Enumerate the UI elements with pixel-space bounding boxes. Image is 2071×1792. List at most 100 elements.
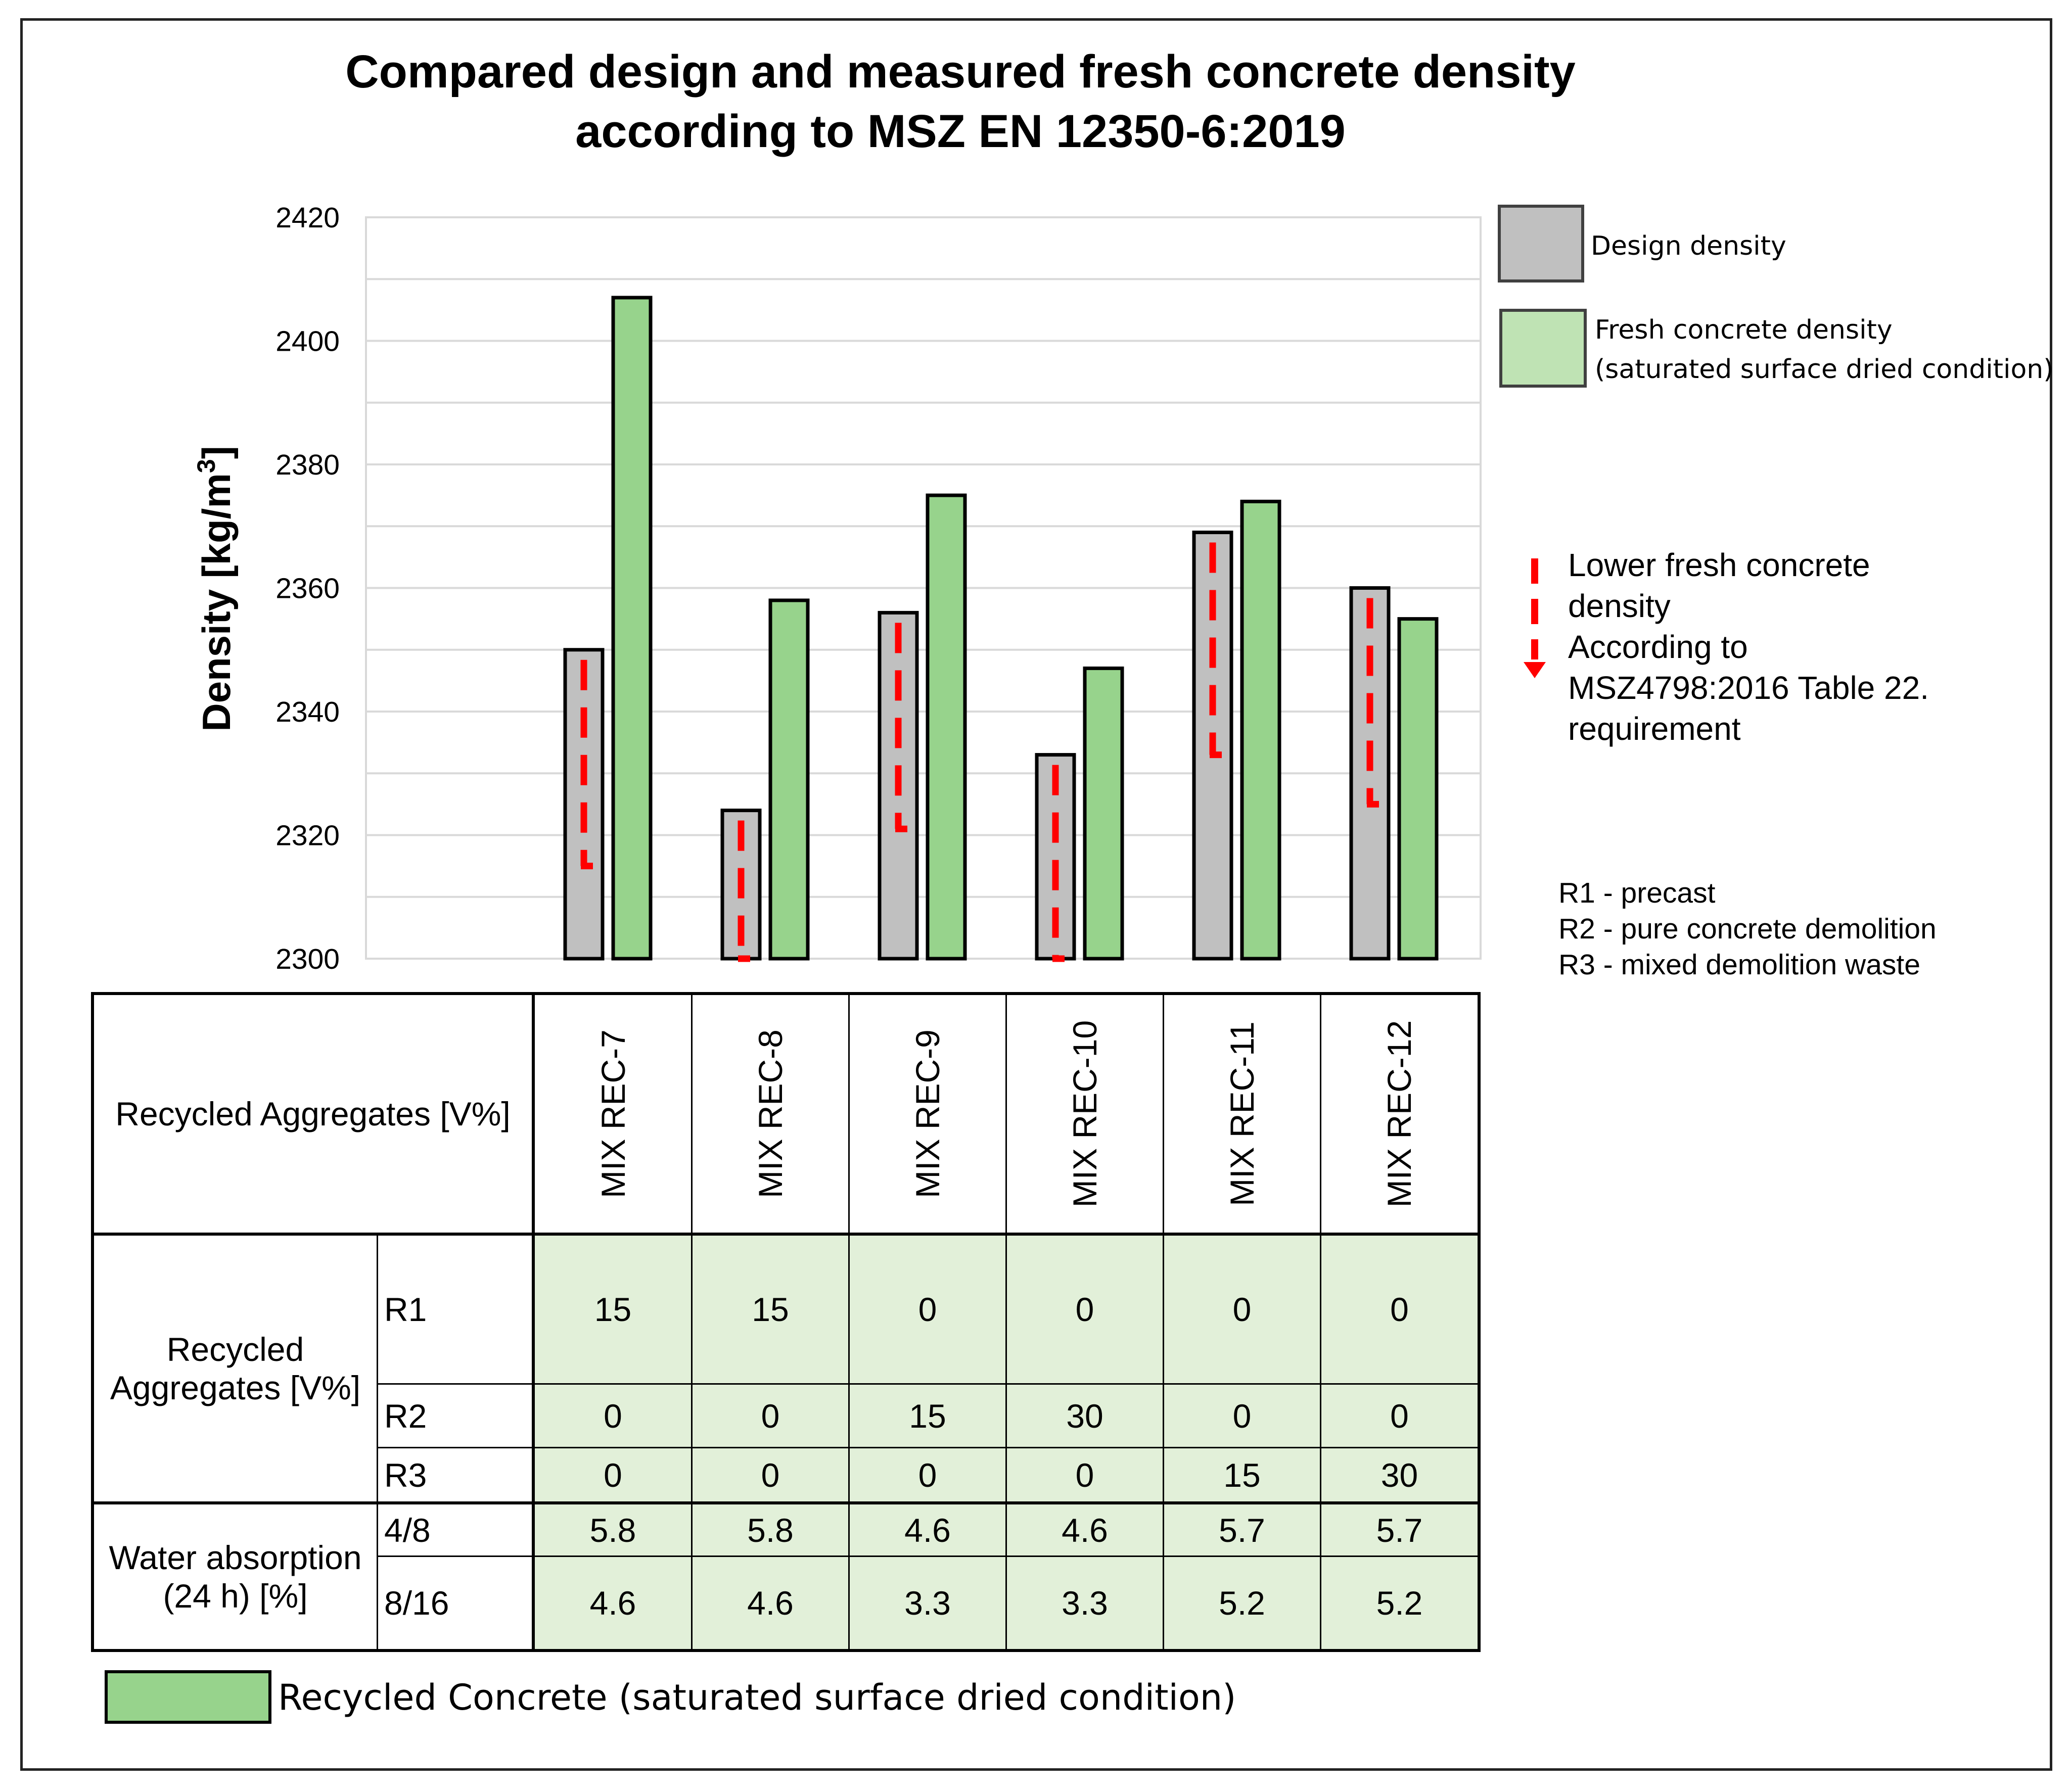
row-label-cell: R1 [378,1236,535,1385]
row-label: 8/16 [384,1584,449,1622]
table-cell: 0 [535,1448,693,1504]
table-cell: 4.6 [1007,1504,1164,1557]
group-label-line: Water absorption [109,1539,362,1576]
note-line: Lower fresh concrete [1568,547,1870,583]
table-cell: 0 [1007,1236,1164,1385]
row-label: 4/8 [384,1511,431,1549]
y-tick-label: 2420 [275,202,340,234]
table-cell: 4.6 [850,1504,1007,1557]
legend-label-fresh-line1: Fresh concrete density [1595,315,1893,345]
table-cell-value: 5.8 [589,1511,636,1549]
table-cell-value: 0 [761,1397,780,1435]
y-tick-label: 2320 [275,820,340,852]
table-cell: 4.6 [535,1557,693,1652]
table-cell-value: 0 [918,1291,937,1328]
table-cell: 0 [1007,1448,1164,1504]
bar-fresh-density [1397,617,1439,961]
table-cell-value: 15 [594,1291,632,1328]
table-cell-value: 5.7 [1376,1511,1423,1549]
table-cell-value: 0 [1232,1291,1252,1328]
group-label-line: Aggregates [V%] [110,1369,361,1406]
chart-title-line1: Compared design and measured fresh concr… [345,46,1576,98]
bar-chart: 2300 2320 2340 2360 2380 2400 2420 Density [kg/… [192,202,1482,975]
bar-design-density [1349,586,1391,961]
row-label: R1 [384,1291,427,1328]
table-cell: 3.3 [1007,1557,1164,1652]
table-column-header: MIX REC-7 [535,992,693,1236]
table-column-header: MIX REC-12 [1321,992,1481,1236]
note-line: density [1568,588,1671,624]
table-cell-value: 0 [761,1456,780,1494]
r-legend-line: R2 - pure concrete demolition [1558,913,1937,945]
table-cell: 0 [693,1448,850,1504]
bar-fresh-density [768,598,810,961]
r-legend-line: R3 - mixed demolition waste [1558,949,1920,981]
legend-label-design: Design density [1591,231,1786,261]
table-cell-value: 4.6 [904,1511,951,1549]
row-label: R2 [384,1397,427,1435]
table-cell: 0 [850,1236,1007,1385]
table-cell-value: 3.3 [904,1584,951,1622]
y-tick-label: 2340 [275,696,340,728]
row-label-cell: 8/16 [378,1557,535,1652]
lower-density-arrow-icon [1524,558,1546,678]
table-cell: 15 [850,1385,1007,1448]
table-header-label-cell: Recycled Aggregates [V%] [91,992,535,1236]
table-cell: 0 [535,1385,693,1448]
data-table: Recycled Aggregates [V%] MIX REC-7 MIX REC… [91,992,1481,1652]
table-cell: 0 [1321,1385,1481,1448]
bar-fresh-density [926,493,967,961]
table-cell: 30 [1007,1385,1164,1448]
table-cell-value: 15 [909,1397,946,1435]
table-cell: 30 [1321,1448,1481,1504]
group-label-line: Recycled [166,1331,304,1368]
table-cell: 5.8 [693,1504,850,1557]
legend-label-recycled: Recycled Concrete (saturated surface dri… [278,1677,1236,1718]
column-header-label: MIX REC-7 [594,1029,632,1198]
table-column-header: MIX REC-8 [693,992,850,1236]
table-cell: 15 [1164,1448,1321,1504]
column-header-label: MIX REC-12 [1380,1020,1418,1208]
table-column-header: MIX REC-9 [850,992,1007,1236]
bar-fresh-density [1240,499,1281,961]
table-cell-value: 5.8 [747,1511,794,1549]
table-cell-value: 0 [1232,1397,1252,1435]
table-cell-value: 0 [604,1456,622,1494]
table-cell: 5.8 [535,1504,693,1557]
column-header-label: MIX REC-9 [909,1029,946,1198]
table-cell: 5.7 [1164,1504,1321,1557]
figure-frame [20,18,2052,1771]
table-cell: 15 [693,1236,850,1385]
row-label-cell: R2 [378,1385,535,1448]
legend-swatch-design [1498,205,1584,282]
y-tick-label: 2400 [275,325,340,358]
table-cell: 5.2 [1321,1557,1481,1652]
chart-title-line2: according to MSZ EN 12350-6:2019 [575,106,1346,157]
table-cell: 0 [693,1385,850,1448]
legend-swatch-recycled [105,1670,271,1724]
table-cell-value: 0 [918,1456,937,1494]
y-tick-label: 2380 [275,449,340,481]
table-cell-value: 0 [1075,1456,1094,1494]
table-cell-value: 5.2 [1376,1584,1423,1622]
table-cell-value: 5.7 [1219,1511,1265,1549]
table-column-header: MIX REC-10 [1007,992,1164,1236]
column-header-label: MIX REC-8 [752,1029,789,1198]
table-cell-value: 15 [752,1291,789,1328]
row-label-cell: 4/8 [378,1504,535,1557]
row-label-cell: R3 [378,1448,535,1504]
group-label-recycled: Recycled Aggregates [V%] [91,1236,378,1504]
table-cell-value: 30 [1066,1397,1103,1435]
table-cell-value: 4.6 [747,1584,794,1622]
table-cell: 0 [850,1448,1007,1504]
table-cell: 3.3 [850,1557,1007,1652]
table-cell: 5.2 [1164,1557,1321,1652]
bar-fresh-density [611,296,653,961]
table-column-header: MIX REC-11 [1164,992,1321,1236]
table-cell-value: 0 [1390,1397,1409,1435]
table-cell-value: 0 [604,1397,622,1435]
table-cell-value: 4.6 [589,1584,636,1622]
table-cell: 15 [535,1236,693,1385]
table-cell: 0 [1164,1236,1321,1385]
note-line: MSZ4798:2016 Table 22. [1568,670,1929,706]
